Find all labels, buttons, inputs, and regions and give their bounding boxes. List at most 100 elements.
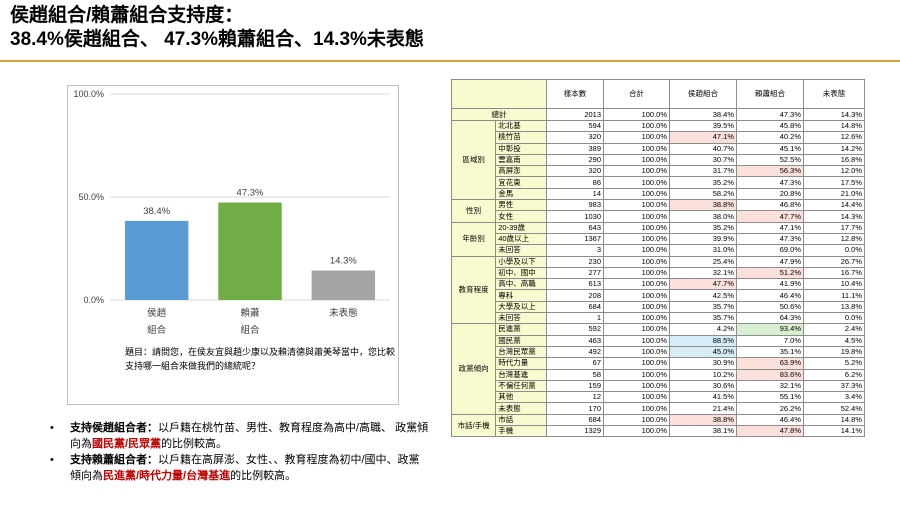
table-cell: 159 bbox=[546, 379, 604, 393]
table-row: 初中、國中 277 100.0% 32.1% 51.2% 16.7% bbox=[452, 266, 865, 280]
page-title: 侯趙組合/賴蕭組合支持度： 38.4%侯趙組合、 47.3%賴蕭組合、14.3%… bbox=[10, 4, 424, 52]
table-cell: 12.0% bbox=[803, 165, 865, 178]
table-cell: 100.0% bbox=[603, 323, 670, 336]
category-label: 賴蕭 bbox=[240, 307, 259, 319]
table-row-label: 專科 bbox=[495, 289, 547, 302]
table-row-label: 高屏澎 bbox=[495, 165, 547, 178]
table-row: 政黨傾向 民進黨 592 100.0% 4.2% 93.4% 2.4% bbox=[450, 323, 865, 415]
table-cell: 100.0% bbox=[603, 153, 670, 167]
table-cell: 30.6% bbox=[669, 379, 737, 393]
table-cell: 3 bbox=[546, 244, 604, 257]
table-cell: 41.5% bbox=[669, 391, 737, 404]
table-cell: 93.4% bbox=[736, 323, 804, 336]
table-row: 金馬 14 100.0% 58.2% 20.8% 21.0% bbox=[452, 187, 865, 201]
table-cell: 492 bbox=[546, 345, 604, 359]
table-cell: 16.8% bbox=[803, 153, 865, 167]
table-cell: 100.0% bbox=[603, 278, 670, 291]
summary-bullet: 支持侯趙組合者：以戶籍在桃竹苗、男性、教育程度為高中/高職、 政黨傾向為國民黨/… bbox=[50, 420, 430, 452]
table-cell: 320 bbox=[546, 165, 604, 178]
table-group-label: 區域別 bbox=[450, 119, 497, 201]
table-cell: 41.9% bbox=[736, 278, 804, 291]
table-cell: 6.2% bbox=[803, 368, 865, 381]
table-row: 區域別 北北基 594 100.0% 39.5% 45.8% 14.8% bbox=[450, 119, 865, 201]
table-cell: 14.4% bbox=[803, 199, 865, 212]
bar-chart-svg: 0.0% 50.0% 100.0% 38.4% 侯趙組合 47.3% 賴蕭組合 14.3% 未表… bbox=[73, 89, 390, 336]
table-row-label: 男性 bbox=[495, 199, 547, 212]
table-row: 市話/手機 市話 684 100.0% 38.8% 46.4% 14.8% bbox=[450, 413, 865, 438]
table-cell: 592 bbox=[546, 323, 604, 336]
table-column-header: 賴蕭組合 bbox=[736, 79, 804, 109]
table-cell: 25.4% bbox=[669, 255, 737, 268]
table-cell: 463 bbox=[546, 334, 604, 347]
table-cell: 38.0% bbox=[669, 210, 737, 223]
table-cell: 14.2% bbox=[803, 142, 865, 155]
table-cell: 613 bbox=[546, 278, 604, 291]
bullet-highlight: 國民黨/民眾黨 bbox=[92, 438, 162, 450]
table-cell: 47.1% bbox=[669, 131, 737, 144]
table-row-label: 初中、國中 bbox=[495, 266, 547, 280]
table-row-label: 市話 bbox=[495, 413, 547, 427]
category-label: 組合 bbox=[240, 324, 260, 336]
table-cell: 320 bbox=[546, 131, 604, 144]
table-cell: 100.0% bbox=[603, 266, 670, 280]
table-column-header: 樣本數 bbox=[546, 79, 604, 109]
table-cell: 47.3% bbox=[736, 108, 804, 121]
table-column-header: 未表態 bbox=[803, 79, 865, 109]
table-cell: 100.0% bbox=[603, 165, 670, 178]
table-cell: 1 bbox=[546, 312, 604, 325]
bullet-lead: 支持賴蕭組合者： bbox=[70, 454, 158, 466]
table-cell: 46.8% bbox=[736, 199, 804, 212]
table-cell: 1030 bbox=[546, 210, 604, 223]
table-row: 台灣民眾黨 492 100.0% 45.0% 35.1% 19.8% bbox=[452, 345, 865, 359]
table-cell: 100.0% bbox=[603, 176, 670, 189]
table-cell: 38.4% bbox=[669, 108, 737, 121]
table-row-label: 北北基 bbox=[495, 119, 547, 133]
table-row: 性別 男性 983 100.0% 38.8% 46.8% 14.4% bbox=[450, 199, 865, 223]
table-cell: 58 bbox=[546, 368, 604, 381]
table-cell: 14.8% bbox=[803, 119, 865, 133]
table-row: 40歲以上 1367 100.0% 39.9% 47.3% 12.8% bbox=[452, 232, 865, 246]
table-row: 手機 1329 100.0% 38.1% 47.8% 14.1% bbox=[452, 425, 865, 438]
table-cell: 100.0% bbox=[603, 187, 670, 201]
table-cell: 55.1% bbox=[736, 391, 804, 404]
table-cell: 30.7% bbox=[669, 153, 737, 167]
table-header-row: 樣本數 合計 侯趙組合 賴蕭組合 未表態 bbox=[451, 79, 865, 109]
table-cell: 47.7% bbox=[736, 210, 804, 223]
table-cell: 208 bbox=[546, 289, 604, 302]
table-cell: 100.0% bbox=[603, 289, 670, 302]
table-row: 年齡別 20-39歲 643 100.0% 35.2% 47.1% 17.7% bbox=[450, 221, 865, 257]
table-row: 未回答 1 100.0% 35.7% 64.3% 0.0% bbox=[452, 312, 865, 325]
summary-bullet: 支持賴蕭組合者：以戶籍在高屏澎、女性、、教育程度為初中/國中、政黨傾向為民進黨/… bbox=[50, 452, 430, 484]
table-cell: 2013 bbox=[546, 108, 604, 121]
table-column-header: 合計 bbox=[603, 79, 670, 109]
table-cell: 643 bbox=[546, 221, 604, 234]
table-cell: 47.7% bbox=[669, 278, 737, 291]
table-cell: 1367 bbox=[546, 232, 604, 246]
table-cell: 31.7% bbox=[669, 165, 737, 178]
table-cell: 983 bbox=[546, 199, 604, 212]
bar-1 bbox=[218, 202, 282, 300]
bar-value-label: 47.3% bbox=[237, 188, 264, 199]
table-cell: 100.0% bbox=[603, 357, 670, 370]
table-cell: 100.0% bbox=[603, 391, 670, 404]
table-row: 雲嘉南 290 100.0% 30.7% 52.5% 16.8% bbox=[452, 153, 865, 167]
table-cell: 42.5% bbox=[669, 289, 737, 302]
bullet-lead: 支持侯趙組合者： bbox=[70, 422, 158, 434]
table-cell: 100.0% bbox=[603, 142, 670, 155]
table-cell: 52.4% bbox=[803, 402, 865, 415]
table-cell: 46.4% bbox=[736, 289, 804, 302]
table-cell: 230 bbox=[546, 255, 604, 268]
table-cell: 47.3% bbox=[736, 176, 804, 189]
table-row: 高中、高職 613 100.0% 47.7% 41.9% 10.4% bbox=[452, 278, 865, 291]
table-cell: 50.6% bbox=[736, 300, 804, 314]
y-tick-label: 100.0% bbox=[73, 89, 104, 99]
table-cell: 13.8% bbox=[803, 300, 865, 314]
table-cell: 17.7% bbox=[803, 221, 865, 234]
category-label: 組合 bbox=[147, 324, 167, 336]
table-cell: 0.0% bbox=[803, 312, 865, 325]
table-row-label: 未回答 bbox=[495, 312, 547, 325]
table-cell: 88.5% bbox=[669, 334, 737, 347]
table-cell: 26.2% bbox=[736, 402, 804, 415]
table-cell: 100.0% bbox=[603, 312, 670, 325]
title-line-2: 38.4%侯趙組合、 47.3%賴蕭組合、14.3%未表態 bbox=[10, 29, 424, 50]
